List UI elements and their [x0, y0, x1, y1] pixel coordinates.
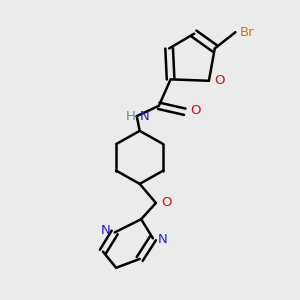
Text: N: N	[140, 110, 149, 123]
Text: O: O	[214, 74, 225, 87]
Text: H: H	[125, 110, 135, 123]
Text: N: N	[158, 233, 167, 246]
Text: O: O	[190, 104, 200, 117]
Text: Br: Br	[240, 26, 254, 39]
Text: O: O	[161, 196, 172, 209]
Text: N: N	[100, 224, 110, 238]
